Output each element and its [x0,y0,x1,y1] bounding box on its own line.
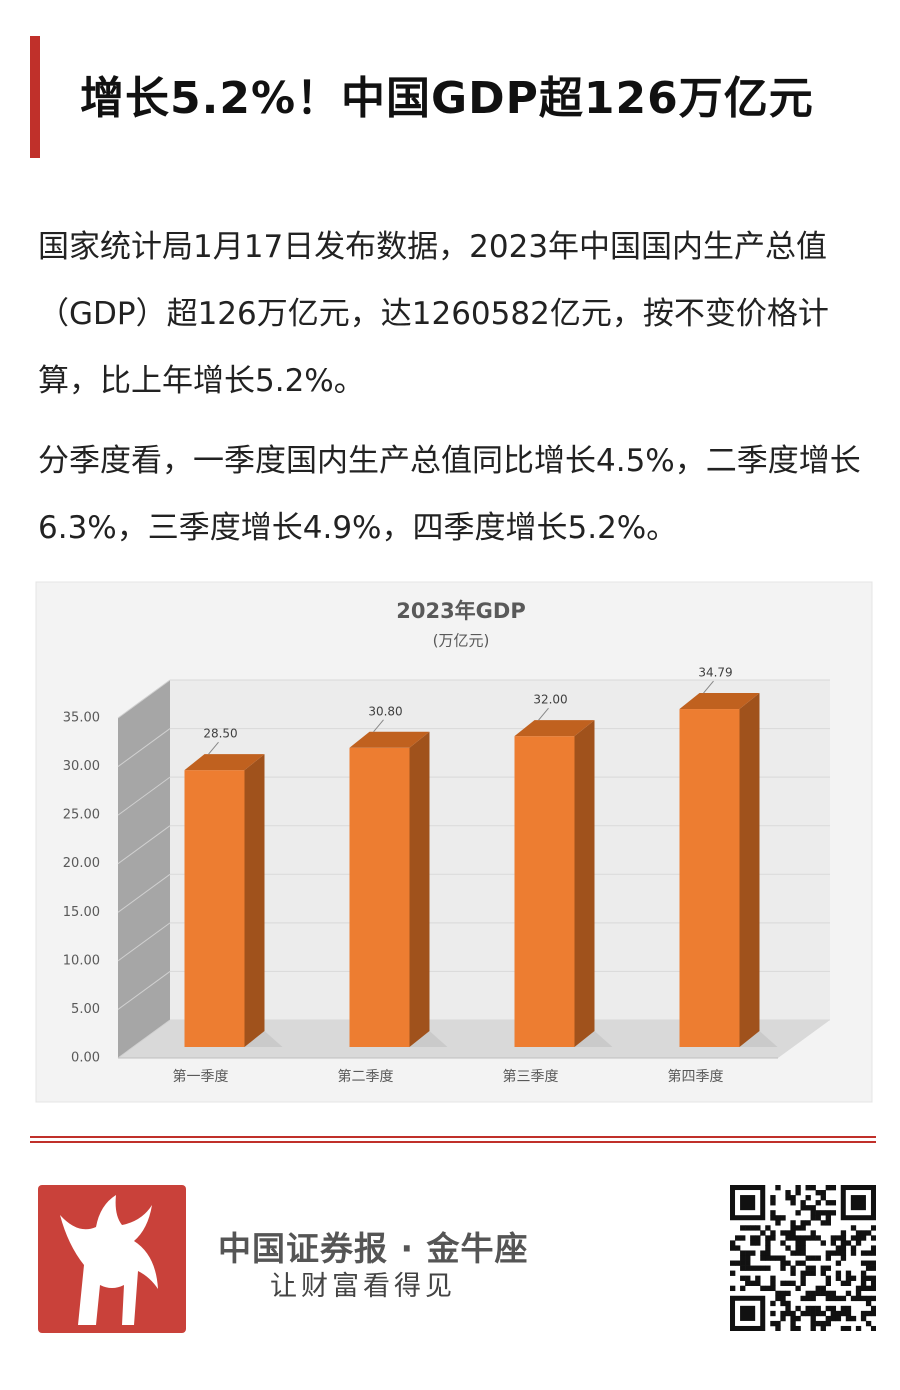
x-tick-label: 第二季度 [338,1068,394,1085]
chart-title: 2023年GDP [396,599,526,623]
label-leader [538,707,549,721]
chart-subtitle: (万亿元) [433,632,490,650]
bar-side [244,754,265,1047]
bar-top [349,731,430,748]
label-leader [373,719,384,733]
divider [30,1141,876,1143]
y-tick-label: 5.00 [71,1002,100,1017]
back-wall [170,680,830,1020]
label-leader [208,741,219,755]
floor [118,1020,830,1058]
qr-code [730,1185,876,1331]
bar-shadow [574,1031,613,1047]
bar-front [514,736,575,1047]
data-label: 32.00 [533,693,567,707]
bar-top [679,693,760,710]
y-tick-label: 0.00 [71,1051,100,1066]
title: 增长5.2%！中国GDP超126万亿元 [80,73,814,124]
paragraph: 国家统计局1月17日发布数据，2023年中国国内生产总值（GDP）超126万亿元… [38,229,829,399]
grid-line [117,776,171,816]
data-label: 34.79 [698,666,732,680]
bar-side [739,693,760,1047]
y-tick-label: 35.00 [63,711,100,726]
bar-shadow [739,1031,778,1047]
bar-side [574,720,595,1047]
data-label: 30.80 [368,704,402,718]
bar-side [409,731,430,1047]
grid-line [117,679,171,719]
bar-top [514,720,595,737]
y-tick-label: 10.00 [63,953,100,968]
y-tick-label: 15.00 [63,905,100,920]
paragraph: 分季度看，一季度国内生产总值同比增长4.5%，二季度增长6.3%，三季度增长4.… [38,443,861,546]
data-label: 28.50 [203,727,237,741]
logo [38,1185,186,1333]
grid-line [117,1019,171,1059]
bar-front [679,709,740,1047]
y-tick-label: 30.00 [63,759,100,774]
y-tick-label: 20.00 [63,856,100,871]
y-tick-label: 25.00 [63,808,100,823]
side-wall [118,680,170,1058]
grid-line [117,825,171,865]
slogan: 让财富看得见 [270,1271,456,1302]
brand: 中国证券报 · 金牛座 [218,1229,529,1268]
grid-line [117,873,171,913]
grid-line [117,971,171,1010]
x-tick-label: 第四季度 [668,1068,724,1085]
bar-shadow [244,1031,283,1047]
bar-front [349,747,410,1047]
label-leader [703,680,714,694]
chart: 2023年GDP (万亿元) 0.00 5.00 10.00 15.00 20.00 25… [35,581,873,1103]
divider [30,1136,876,1138]
bar-shadow [409,1031,448,1047]
bar-front [184,770,245,1047]
accent-bar [30,36,40,158]
x-tick-label: 第三季度 [503,1068,559,1085]
grid-line [117,922,171,962]
bar-top [184,754,265,771]
x-tick-label: 第一季度 [173,1068,229,1085]
grid-line [117,728,171,767]
